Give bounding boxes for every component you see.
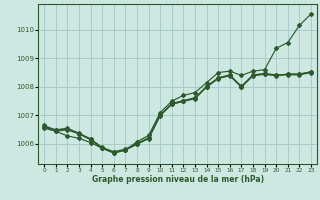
X-axis label: Graphe pression niveau de la mer (hPa): Graphe pression niveau de la mer (hPa) [92, 175, 264, 184]
